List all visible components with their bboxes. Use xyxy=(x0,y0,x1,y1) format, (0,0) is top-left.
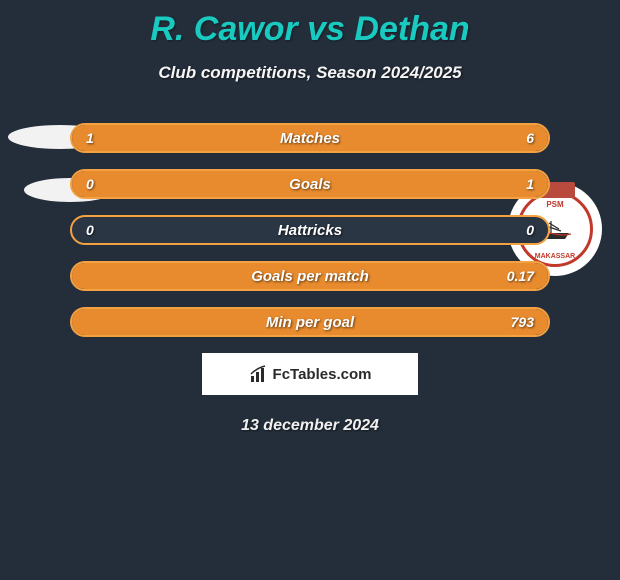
stat-label: Min per goal xyxy=(266,314,354,331)
stat-fill-left xyxy=(72,125,140,151)
stats-container: 1 Matches 6 0 Goals 1 0 Hattricks 0 Goals per mat… xyxy=(70,123,550,337)
watermark-box: FcTables.com xyxy=(202,353,418,395)
stat-row: Goals per match 0.17 xyxy=(70,261,550,291)
comparison-title: R. Cawor vs Dethan xyxy=(0,0,620,49)
stat-value-right: 0 xyxy=(526,222,534,238)
stat-value-right: 793 xyxy=(511,314,534,330)
comparison-subtitle: Club competitions, Season 2024/2025 xyxy=(0,63,620,83)
stat-value-left: 0 xyxy=(86,222,94,238)
stat-row: Min per goal 793 xyxy=(70,307,550,337)
stat-row: 0 Hattricks 0 xyxy=(70,215,550,245)
chart-bars-icon xyxy=(249,364,269,384)
stat-value-right: 1 xyxy=(526,176,534,192)
comparison-date: 13 december 2024 xyxy=(0,417,620,435)
stat-label: Goals xyxy=(289,176,331,193)
watermark-label: FcTables.com xyxy=(273,366,372,383)
stat-value-right: 0.17 xyxy=(507,268,534,284)
stat-value-left: 1 xyxy=(86,130,94,146)
stat-value-right: 6 xyxy=(526,130,534,146)
watermark-text: FcTables.com xyxy=(249,364,372,384)
stat-label: Matches xyxy=(280,130,340,147)
stat-value-left: 0 xyxy=(86,176,94,192)
stat-row: 0 Goals 1 xyxy=(70,169,550,199)
stat-row: 1 Matches 6 xyxy=(70,123,550,153)
stat-fill-right xyxy=(140,125,548,151)
stat-label: Goals per match xyxy=(251,268,369,285)
stat-label: Hattricks xyxy=(278,222,342,239)
